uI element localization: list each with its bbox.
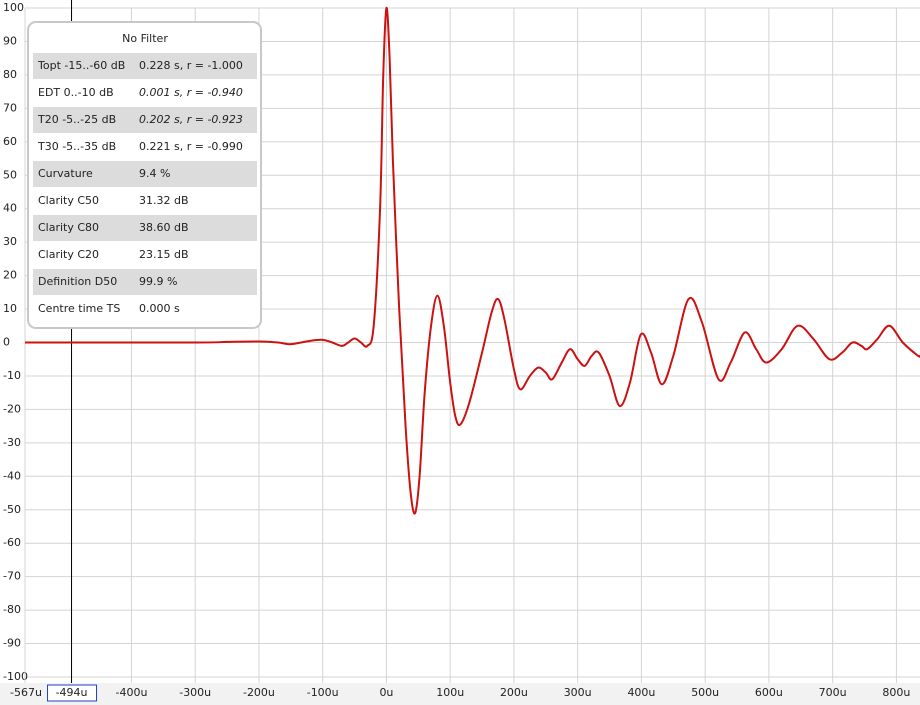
x-tick-label: -400u [115,686,147,699]
row-label: Definition D50 [38,275,117,288]
y-tick-label: -30 [3,436,21,449]
row-value: 0.000 s [139,302,180,315]
row-value: 0.001 s, r = -0.940 [139,86,243,99]
x-tick-label: -100u [307,686,339,699]
row-label: Centre time TS [38,302,120,315]
x-tick-label: 0u [379,686,393,699]
y-tick-label: 100 [3,1,24,14]
y-tick-label: 10 [3,302,17,315]
row-label: Clarity C50 [38,194,99,207]
y-tick-label: -70 [3,570,21,583]
row-label: Curvature [38,167,93,180]
y-tick-label: -100 [3,670,28,683]
row-background [33,53,257,79]
x-tick-label: -200u [243,686,275,699]
row-background [33,107,257,133]
x-tick-label: 500u [691,686,719,699]
row-background [33,161,257,187]
y-tick-label: 50 [3,168,17,181]
x-axis-strip [0,683,920,705]
panel-title: No Filter [122,32,168,45]
x-tick-label: 800u [882,686,910,699]
row-label: Topt -15..-60 dB [37,59,125,72]
y-tick-label: -40 [3,469,21,482]
row-label: Clarity C20 [38,248,99,261]
row-value: 99.9 % [139,275,177,288]
y-tick-label: -20 [3,402,21,415]
x-tick-label: -567u [10,686,42,699]
x-tick-label: 700u [819,686,847,699]
stats-panel: No Filter Topt -15..-60 dB 0.228 s, r = -1… [27,21,262,329]
y-tick-label: 0 [3,336,10,349]
row-value: 38.60 dB [139,221,189,234]
y-tick-label: -50 [3,503,21,516]
x-tick-label: 600u [755,686,783,699]
row-value: 0.221 s, r = -0.990 [139,140,243,153]
y-tick-label: -90 [3,637,21,650]
cursor-label-box [47,684,98,702]
row-value: 0.228 s, r = -1.000 [139,59,243,72]
row-label: EDT 0..-10 dB [38,86,114,99]
x-tick-label: 200u [500,686,528,699]
row-value: 31.32 dB [139,194,189,207]
row-value: 9.4 % [139,167,170,180]
row-label: T20 -5..-25 dB [37,113,116,126]
row-background [33,215,257,241]
x-tick-label: 400u [627,686,655,699]
x-tick-label: -300u [179,686,211,699]
x-tick-label: 100u [436,686,464,699]
line-series [24,6,920,515]
row-label: Clarity C80 [38,221,99,234]
y-tick-label: 70 [3,101,17,114]
x-tick-label: 300u [564,686,592,699]
y-tick-label: -10 [3,369,21,382]
y-tick-label: 20 [3,269,17,282]
row-background [33,269,257,295]
row-value: 23.15 dB [139,248,189,261]
y-tick-label: 90 [3,34,17,47]
cursor-label: -494u [56,686,88,699]
y-tick-label: 30 [3,235,17,248]
y-tick-label: -60 [3,536,21,549]
y-tick-label: 60 [3,135,17,148]
y-tick-label: 80 [3,68,17,81]
y-tick-label: -80 [3,603,21,616]
y-tick-label: 40 [3,202,17,215]
row-label: T30 -5..-35 dB [37,140,116,153]
row-value: 0.202 s, r = -0.923 [139,113,243,126]
